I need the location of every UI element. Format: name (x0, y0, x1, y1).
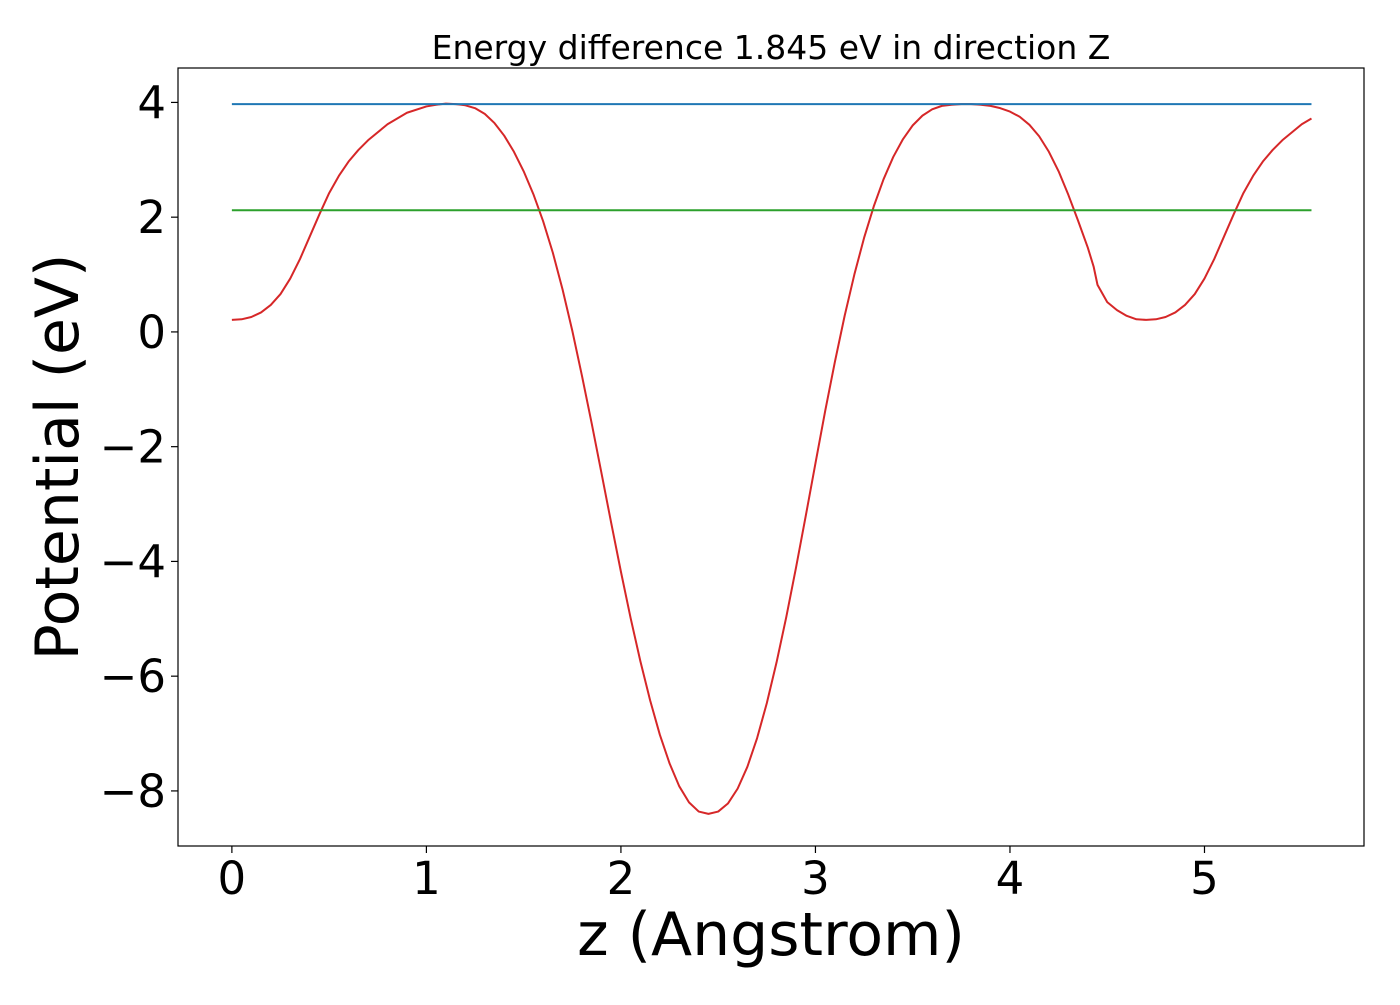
x-tick-label: 1 (412, 852, 441, 905)
plot-frame (177, 67, 1365, 847)
x-axis-title: z (Angstrom) (577, 900, 965, 970)
x-axis-ticks: 0 1 2 3 4 5 (218, 846, 1219, 905)
x-tick-label: 4 (996, 852, 1025, 905)
y-tick-label: 0 (137, 306, 166, 359)
x-tick-label: 3 (801, 852, 830, 905)
x-tick-label: 0 (218, 852, 247, 905)
y-axis-ticks: −8 −6 −4 −2 0 2 4 (100, 76, 178, 818)
x-tick-label: 2 (607, 852, 636, 905)
chart-title: Energy difference 1.845 eV in direction … (432, 28, 1111, 67)
y-tick-label: −8 (100, 765, 166, 818)
y-tick-label: −2 (100, 421, 166, 474)
plot-area (231, 102, 1312, 815)
x-tick-label: 5 (1190, 852, 1219, 905)
y-tick-label: 2 (137, 191, 166, 244)
y-tick-label: −4 (100, 535, 166, 588)
y-tick-label: 4 (137, 76, 166, 129)
y-axis-title: Potential (eV) (23, 254, 93, 661)
y-tick-label: −6 (100, 650, 166, 703)
